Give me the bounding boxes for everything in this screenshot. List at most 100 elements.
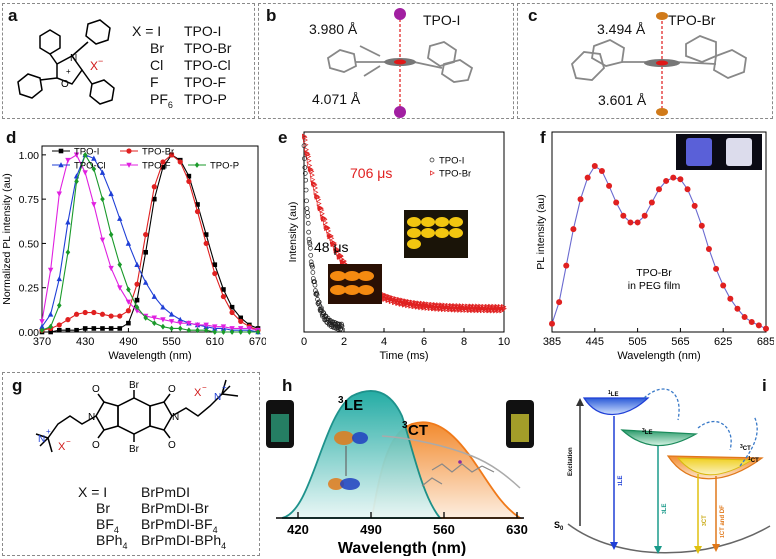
data-point-TPO-Br (325, 225, 331, 231)
h-tick: 630 (506, 522, 528, 537)
o-atom: O (61, 79, 69, 90)
data-point-TPO-I (306, 236, 312, 242)
data-point-TPO-Br (309, 168, 315, 175)
data-point-TPO-F (203, 322, 209, 328)
data-point-TPO-I (338, 326, 344, 332)
data-point-TPO-P (143, 314, 148, 321)
data-point-TPO-I (339, 323, 345, 329)
data-point-TPO-Cl (99, 169, 106, 175)
crystal-blob (344, 271, 360, 281)
a-row-x: PF (150, 91, 168, 107)
data-point-f (656, 186, 662, 193)
g-n-plus: N (38, 434, 45, 445)
data-point-TPO-Br (329, 235, 335, 241)
g-row-nsub: 4 (221, 540, 227, 551)
data-point-TPO-P (126, 286, 131, 293)
data-point-TPO-Br (476, 308, 482, 314)
data-point-TPO-I (310, 270, 316, 275)
data-point-f (634, 219, 641, 226)
legend-label: TPO-Cl (74, 161, 106, 172)
data-point-TPO-I (152, 196, 157, 202)
i-le3: 3LE (642, 428, 652, 436)
data-point-TPO-Br (325, 224, 331, 231)
data-point-TPO-Br (160, 159, 166, 165)
h-tick: 420 (287, 522, 309, 537)
g-row-name: BrPmDI-BF (141, 516, 213, 532)
data-point-TPO-P (134, 304, 140, 311)
data-point-TPO-I (313, 288, 318, 294)
data-point-TPO-P (152, 320, 157, 327)
data-point-TPO-Br (436, 302, 442, 308)
data-point-f (606, 182, 613, 189)
data-point-TPO-I (303, 177, 309, 183)
series-line-TPO-Br (41, 154, 259, 331)
crystal-blob (344, 285, 360, 295)
data-point-f (641, 212, 648, 219)
g-br-bottom: Br (129, 444, 140, 455)
data-point-TPO-F (238, 326, 244, 332)
iodide-top (394, 8, 406, 20)
x-tick-label: 670 (249, 336, 266, 348)
data-point-TPO-P (65, 249, 71, 256)
i-ct1-sup: 1 (748, 456, 751, 462)
data-point-TPO-Br (457, 307, 463, 313)
i-le1-sup: 1 (608, 390, 611, 396)
legend-label: TPO-P (210, 161, 239, 172)
c-distance-bottom: 3.601 Å (598, 92, 647, 108)
data-point-TPO-Br (99, 311, 106, 317)
g-br-top: Br (129, 380, 140, 391)
data-point-TPO-P (117, 261, 123, 268)
data-point-TPO-F (151, 315, 158, 321)
data-point-TPO-I (304, 206, 310, 211)
h-ct: CT (408, 422, 428, 439)
legend-marker (58, 148, 64, 154)
h-tick: 560 (433, 522, 455, 537)
n-atom: N (70, 53, 77, 64)
data-point-TPO-Br (502, 306, 507, 312)
data-point-TPO-F (47, 267, 54, 273)
tpo-structure: N O + X − (17, 19, 115, 105)
data-point-TPO-Br (312, 182, 318, 188)
data-point-f (577, 196, 584, 203)
y-tick-label: 0.00 (19, 327, 40, 339)
data-point-TPO-Br (475, 303, 481, 309)
data-point-TPO-Cl (47, 311, 54, 317)
a-row-sub: 6 (167, 99, 173, 110)
data-point-f (670, 174, 677, 181)
i-ct3-main: CT (743, 446, 751, 452)
brpmdi-structure: Br Br O O O O N N N + N + X − X − (35, 379, 239, 455)
data-point-TPO-F (56, 191, 62, 197)
x-tick-label: 4 (381, 336, 387, 348)
g-anion-sup: − (66, 437, 71, 446)
g-plus: + (46, 427, 51, 436)
data-point-TPO-F (220, 324, 227, 330)
data-point-TPO-Br (302, 133, 307, 139)
data-point-TPO-Br (310, 177, 316, 183)
data-point-TPO-Br (318, 205, 324, 211)
data-point-TPO-P (160, 323, 166, 330)
lifetime-label-i: 48 μs (314, 239, 349, 255)
x-tick-label: 370 (33, 336, 51, 348)
crystal-blob (449, 228, 463, 238)
c-title: TPO-Br (668, 12, 716, 28)
data-point-f (627, 219, 634, 226)
data-point-TPO-Br (238, 318, 244, 324)
c-crystal-structure (570, 12, 747, 116)
i-arrow-le3: 3LE (662, 504, 668, 514)
i-arrow-le1-sup: 1 (618, 483, 624, 486)
legend-marker (126, 148, 132, 154)
b-distance-top: 3.980 Å (309, 21, 358, 37)
y-tick-label: 0.25 (19, 283, 40, 295)
i-le3-main: LE (645, 430, 653, 436)
data-point-TPO-P (74, 178, 79, 185)
data-point-f (613, 199, 620, 206)
panel-i-label: i (762, 376, 767, 395)
data-point-TPO-I (108, 326, 114, 331)
data-point-TPO-Br (312, 181, 317, 187)
x-tick-label: 445 (586, 336, 604, 348)
crystal-blob (330, 271, 346, 281)
i-arrow-ctdf-sup: 1 (720, 535, 726, 538)
data-point-TPO-I (56, 327, 62, 333)
x-tick-label: 505 (628, 336, 646, 348)
data-point-TPO-P (247, 329, 252, 335)
